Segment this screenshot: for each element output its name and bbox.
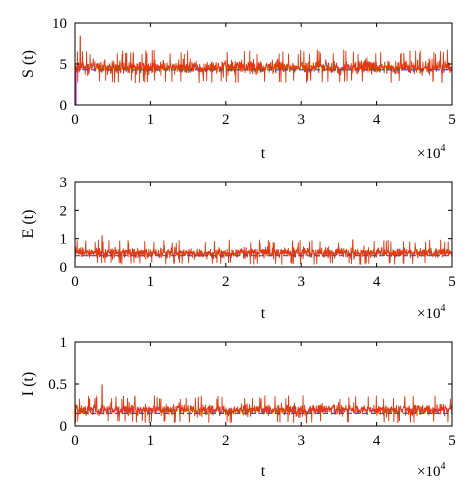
x-tick-label: 1 (147, 274, 155, 290)
y-tick-label: 0 (60, 419, 68, 435)
chart-panel-2: 0 1 2 3 4 5 0 1 2 3 E (t) t ×104 (20, 175, 456, 322)
x-axis-label: t (261, 145, 266, 162)
axes-box (74, 181, 453, 268)
x-tick-label: 4 (373, 274, 381, 290)
y-tick-label: 2 (60, 203, 68, 219)
x-tick-label: 0 (71, 274, 79, 290)
x-tick-label: 0 (71, 433, 79, 449)
x-tick-label: 4 (373, 433, 381, 449)
chart-panel-3: 0 1 2 3 4 5 0 0.5 1 I (t) t ×104 (20, 335, 456, 480)
y-axis-label: I (t) (20, 372, 37, 396)
x-axis-label: t (261, 463, 266, 480)
y-tick-label: 1 (60, 232, 68, 248)
y-tick-label: 5 (60, 57, 68, 73)
x-tick-label: 0 (71, 112, 79, 128)
stochastic-series-line (75, 384, 452, 424)
x-tick-label: 1 (147, 433, 155, 449)
x-tick-label: 4 (373, 112, 381, 128)
y-tick-label: 0.5 (48, 377, 67, 393)
y-tick-label: 0 (60, 98, 68, 114)
y-tick-label: 1 (60, 335, 68, 351)
x-tick-label: 3 (297, 112, 305, 128)
y-tick-label: 10 (52, 16, 67, 32)
x-tick-label: 2 (222, 433, 230, 449)
x-tick-label: 2 (222, 274, 230, 290)
x-axis-multiplier: ×104 (417, 461, 445, 480)
x-tick-label: 3 (297, 274, 305, 290)
x-tick-label: 1 (147, 112, 155, 128)
stochastic-series-line (75, 235, 452, 265)
x-tick-label: 5 (448, 433, 456, 449)
x-axis-multiplier: ×104 (417, 303, 445, 322)
x-tick-label: 2 (222, 112, 230, 128)
y-tick-label: 0 (60, 260, 68, 276)
y-tick-label: 3 (60, 175, 68, 191)
x-axis-multiplier: ×104 (417, 143, 445, 162)
y-axis-label: E (t) (20, 210, 37, 239)
x-tick-label: 5 (448, 274, 456, 290)
x-tick-label: 5 (448, 112, 456, 128)
stochastic-series-line (75, 35, 452, 83)
x-tick-label: 3 (297, 433, 305, 449)
y-axis-label: S (t) (20, 50, 37, 78)
chart-panel-1: 0 1 2 3 4 5 0 5 10 S (t) t ×104 (20, 16, 456, 162)
x-axis-label: t (261, 305, 266, 322)
